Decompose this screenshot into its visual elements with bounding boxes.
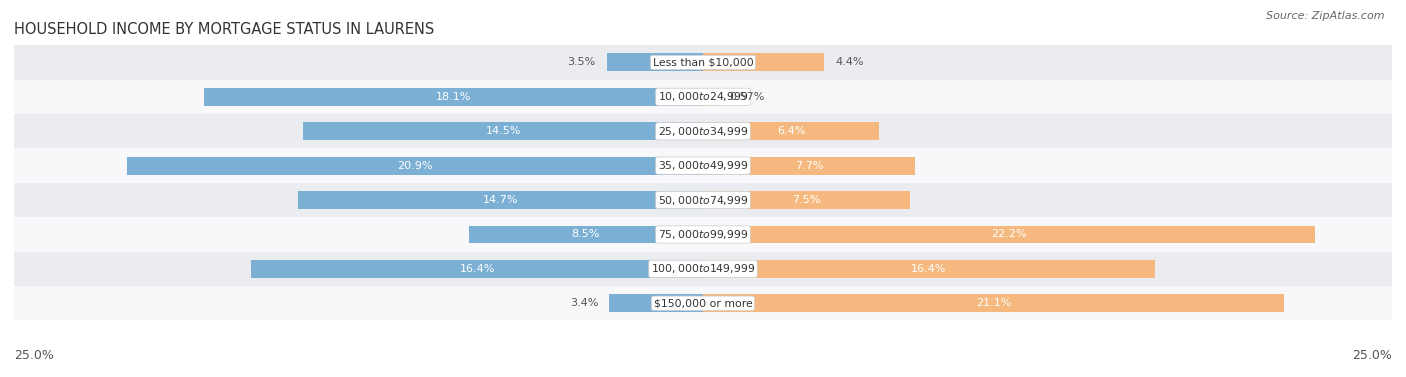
Text: $25,000 to $34,999: $25,000 to $34,999 — [658, 125, 748, 138]
Bar — [14, 286, 1392, 320]
Text: 0.57%: 0.57% — [730, 92, 765, 102]
Text: 4.4%: 4.4% — [835, 57, 863, 67]
Text: 22.2%: 22.2% — [991, 230, 1026, 239]
Text: 7.7%: 7.7% — [794, 161, 824, 171]
Text: 16.4%: 16.4% — [460, 264, 495, 274]
Text: 14.5%: 14.5% — [485, 126, 520, 136]
Text: 8.5%: 8.5% — [572, 230, 600, 239]
Bar — [703, 54, 824, 71]
Bar — [703, 88, 718, 106]
Text: 18.1%: 18.1% — [436, 92, 471, 102]
Bar — [703, 260, 1154, 278]
Bar — [703, 191, 910, 209]
Text: 14.7%: 14.7% — [482, 195, 519, 205]
Bar — [14, 149, 1392, 183]
Bar — [298, 191, 703, 209]
Bar — [127, 157, 703, 175]
Bar — [252, 260, 703, 278]
Text: 20.9%: 20.9% — [398, 161, 433, 171]
Text: 21.1%: 21.1% — [976, 298, 1011, 308]
Bar — [14, 252, 1392, 286]
Text: 6.4%: 6.4% — [778, 126, 806, 136]
Text: $10,000 to $24,999: $10,000 to $24,999 — [658, 90, 748, 103]
Bar — [14, 45, 1392, 80]
Bar — [606, 54, 703, 71]
Text: $50,000 to $74,999: $50,000 to $74,999 — [658, 193, 748, 207]
Bar — [14, 183, 1392, 217]
Text: $75,000 to $99,999: $75,000 to $99,999 — [658, 228, 748, 241]
Bar — [609, 294, 703, 312]
Text: Less than $10,000: Less than $10,000 — [652, 57, 754, 67]
Text: 25.0%: 25.0% — [14, 349, 53, 362]
Text: 25.0%: 25.0% — [1353, 349, 1392, 362]
Bar — [703, 157, 915, 175]
Text: $100,000 to $149,999: $100,000 to $149,999 — [651, 262, 755, 275]
Text: 16.4%: 16.4% — [911, 264, 946, 274]
Text: $35,000 to $49,999: $35,000 to $49,999 — [658, 159, 748, 172]
Bar — [304, 122, 703, 140]
Text: HOUSEHOLD INCOME BY MORTGAGE STATUS IN LAURENS: HOUSEHOLD INCOME BY MORTGAGE STATUS IN L… — [14, 22, 434, 37]
Text: 7.5%: 7.5% — [792, 195, 821, 205]
Text: $150,000 or more: $150,000 or more — [654, 298, 752, 308]
Bar — [703, 122, 879, 140]
Bar — [14, 80, 1392, 114]
Text: 3.5%: 3.5% — [567, 57, 596, 67]
Text: 3.4%: 3.4% — [569, 298, 599, 308]
Text: Source: ZipAtlas.com: Source: ZipAtlas.com — [1267, 11, 1385, 21]
Bar — [14, 217, 1392, 252]
Bar — [204, 88, 703, 106]
Bar — [468, 225, 703, 244]
Bar — [703, 225, 1315, 244]
Bar — [14, 114, 1392, 149]
Bar — [703, 294, 1285, 312]
